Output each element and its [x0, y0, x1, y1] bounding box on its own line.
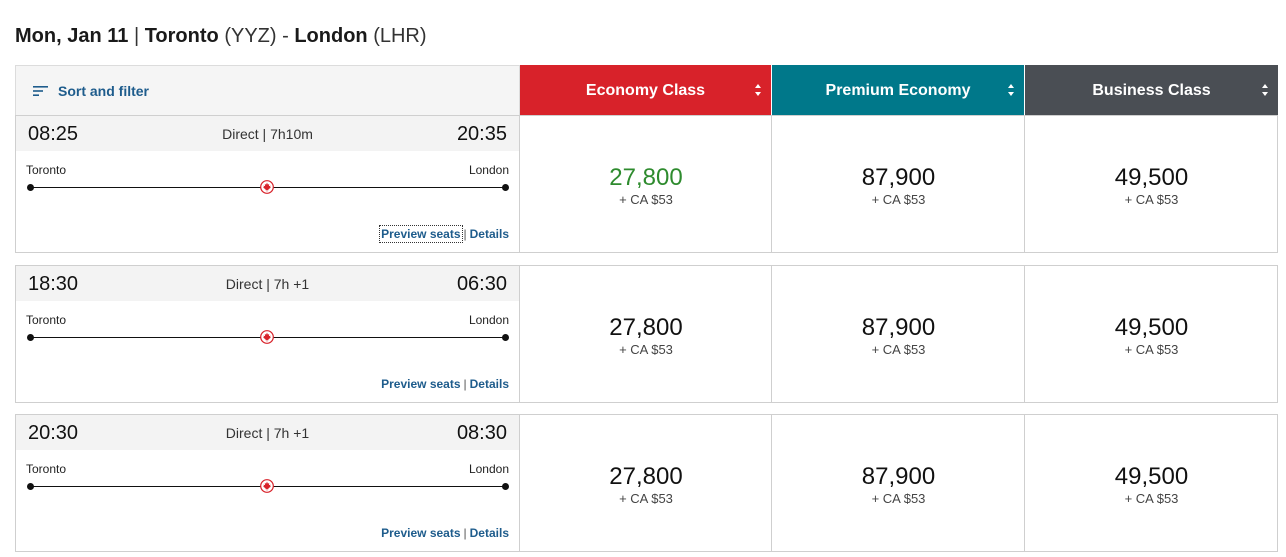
preview-seats-link[interactable]: Preview seats [381, 377, 461, 391]
sort-arrows-icon [1262, 84, 1268, 96]
fare-tax: + CA $53 [871, 491, 926, 506]
route-end-dot [502, 483, 509, 490]
details-link[interactable]: Details [469, 377, 509, 391]
flight-row: 08:25 Direct | 7h10m 20:35 Toronto London Pre… [15, 115, 1278, 253]
preview-seats-link[interactable]: Preview seats [381, 526, 461, 540]
origin-code: (YYZ) [224, 25, 277, 47]
fare-cell-economy[interactable]: 27,800 + CA $53 [521, 266, 772, 402]
fare-tax: + CA $53 [1124, 342, 1179, 357]
departure-time: 20:30 [28, 422, 79, 444]
cabin-header-premium-economy[interactable]: Premium Economy [772, 65, 1024, 116]
cabin-label: Economy Class [585, 81, 706, 99]
fare-cell-premium-economy[interactable]: 87,900 + CA $53 [773, 266, 1025, 402]
fare-points: 87,900 [861, 463, 936, 490]
cabin-label: Premium Economy [825, 81, 971, 99]
link-separator: | [463, 526, 467, 540]
sort-arrows-icon [1008, 84, 1014, 96]
route-start-dot [27, 483, 34, 490]
fare-tax: + CA $53 [619, 342, 673, 357]
flight-duration: Direct | 7h +1 [225, 276, 310, 292]
details-link[interactable]: Details [469, 526, 509, 540]
route-end-dot [502, 184, 509, 191]
fare-tax: + CA $53 [619, 192, 673, 207]
fare-points: 87,900 [861, 314, 936, 341]
fare-points: 87,900 [861, 164, 936, 191]
fare-points: 49,500 [1114, 314, 1189, 341]
fare-cell-economy[interactable]: 27,800 + CA $53 [521, 415, 772, 551]
destination-city-label: London [468, 313, 509, 327]
flight-links: Preview seats | Details [381, 526, 509, 540]
travel-date: Mon, Jan 11 [15, 25, 129, 47]
maple-leaf-icon [260, 330, 274, 344]
fare-points: 49,500 [1114, 463, 1189, 490]
fare-cell-business[interactable]: 49,500 + CA $53 [1026, 415, 1277, 551]
origin-city: Toronto [144, 25, 219, 47]
link-separator: | [463, 377, 467, 391]
flight-links: Preview seats | Details [381, 377, 509, 391]
flight-row: 20:30 Direct | 7h +1 08:30 Toronto London Pre… [15, 414, 1278, 552]
filter-lines-icon [33, 85, 48, 96]
time-bar: 20:30 Direct | 7h +1 08:30 [16, 415, 519, 450]
title-separator: | [133, 25, 140, 47]
flight-info: 08:25 Direct | 7h10m 20:35 Toronto London Pre… [16, 116, 520, 252]
flight-links: Preview seats | Details [379, 225, 509, 243]
flight-info: 20:30 Direct | 7h +1 08:30 Toronto London Pre… [16, 415, 520, 551]
route-end-dot [502, 334, 509, 341]
departure-time: 18:30 [28, 273, 79, 295]
fare-tax: + CA $53 [619, 491, 673, 506]
flight-duration: Direct | 7h +1 [225, 425, 310, 441]
origin-city-label: Toronto [26, 313, 67, 327]
arrival-time: 20:35 [456, 123, 507, 145]
fare-points: 27,800 [609, 463, 683, 490]
fare-cell-economy[interactable]: 27,800 + CA $53 [521, 116, 772, 252]
flight-row: 18:30 Direct | 7h +1 06:30 Toronto London Pre… [15, 265, 1278, 403]
flight-info: 18:30 Direct | 7h +1 06:30 Toronto London Pre… [16, 266, 520, 402]
destination-city: London [294, 25, 368, 47]
fare-cell-business[interactable]: 49,500 + CA $53 [1026, 266, 1277, 402]
fare-tax: + CA $53 [1124, 192, 1179, 207]
flight-duration: Direct | 7h10m [222, 126, 313, 142]
time-bar: 08:25 Direct | 7h10m 20:35 [16, 116, 519, 151]
fare-points: 49,500 [1114, 164, 1189, 191]
sort-filter-label: Sort and filter [58, 82, 150, 99]
fare-tax: + CA $53 [871, 192, 926, 207]
link-separator: | [463, 227, 467, 241]
arrival-time: 06:30 [456, 273, 507, 295]
fare-points: 27,800 [609, 164, 683, 191]
destination-city-label: London [468, 163, 509, 177]
destination-code: (LHR) [373, 25, 427, 47]
fare-points: 27,800 [609, 314, 683, 341]
maple-leaf-icon [260, 180, 274, 194]
time-bar: 18:30 Direct | 7h +1 06:30 [16, 266, 519, 301]
page-title: Mon, Jan 11 | Toronto (YYZ) - London (LH… [15, 24, 427, 48]
fare-cell-premium-economy[interactable]: 87,900 + CA $53 [773, 415, 1025, 551]
departure-time: 08:25 [28, 123, 79, 145]
fare-tax: + CA $53 [871, 342, 926, 357]
route-start-dot [27, 334, 34, 341]
arrival-time: 08:30 [456, 422, 507, 444]
origin-city-label: Toronto [26, 163, 67, 177]
destination-city-label: London [468, 462, 509, 476]
fare-cell-premium-economy[interactable]: 87,900 + CA $53 [773, 116, 1025, 252]
cabin-header-economy[interactable]: Economy Class [520, 65, 771, 116]
sort-arrows-icon [755, 84, 761, 96]
preview-seats-link[interactable]: Preview seats [379, 225, 463, 243]
details-link[interactable]: Details [469, 227, 509, 241]
fare-cell-business[interactable]: 49,500 + CA $53 [1026, 116, 1277, 252]
cabin-header-business[interactable]: Business Class [1025, 65, 1278, 116]
route-start-dot [27, 184, 34, 191]
maple-leaf-icon [260, 479, 274, 493]
sort-filter-button[interactable]: Sort and filter [15, 65, 520, 116]
cabin-label: Business Class [1092, 81, 1211, 99]
title-dash: - [282, 25, 289, 47]
origin-city-label: Toronto [26, 462, 67, 476]
fare-tax: + CA $53 [1124, 491, 1179, 506]
